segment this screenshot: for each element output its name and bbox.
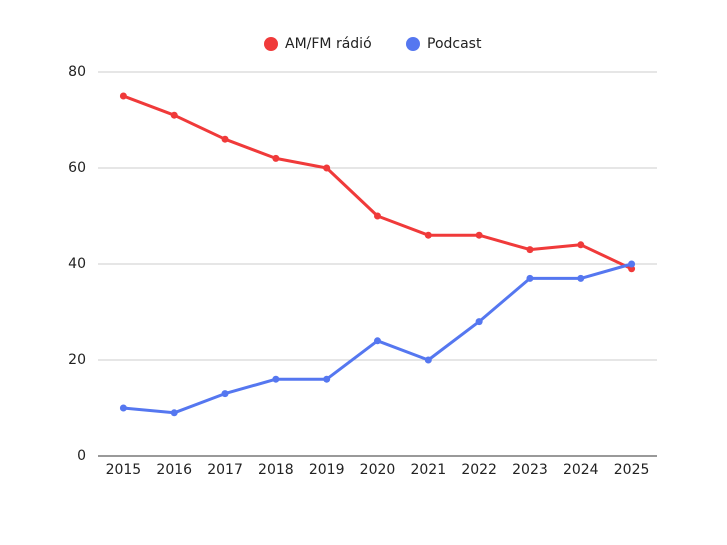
x-tick-label: 2016 [156,462,192,478]
x-tick-label: 2025 [614,462,650,478]
x-tick-label: 2018 [258,462,294,478]
data-point [475,231,483,239]
data-point [424,356,432,364]
data-point [323,164,331,172]
legend-marker [406,37,420,51]
data-point [577,274,585,282]
y-tick-label: 60 [68,160,86,176]
data-point [475,318,483,326]
data-point [323,375,331,383]
data-point [424,231,432,239]
y-tick-label: 40 [68,256,86,272]
x-tick-label: 2017 [207,462,243,478]
legend-marker [264,37,278,51]
data-point [221,135,229,143]
legend-label: AM/FM rádió [285,36,372,52]
x-tick-label: 2020 [360,462,396,478]
x-tick-label: 2023 [512,462,548,478]
x-tick-label: 2019 [309,462,345,478]
data-point [526,274,534,282]
data-point [119,92,127,100]
y-tick-label: 0 [77,448,86,464]
series-line [122,94,633,271]
x-tick-label: 2015 [106,462,142,478]
data-point [374,337,381,345]
x-tick-label: 2024 [563,462,599,478]
data-point [119,404,127,412]
y-tick-label: 20 [68,352,86,368]
x-tick-label: 2021 [410,462,446,478]
data-point [628,265,636,273]
x-tick-label: 2022 [461,462,497,478]
data-point [221,390,229,398]
legend-label: Podcast [427,36,482,52]
data-point [526,246,534,254]
y-tick-label: 80 [68,64,86,80]
data-point [272,375,280,383]
data-point [170,111,178,119]
data-point [577,241,585,249]
data-point [374,212,381,220]
data-point [170,409,178,417]
data-point [628,260,636,268]
data-point [272,154,280,162]
